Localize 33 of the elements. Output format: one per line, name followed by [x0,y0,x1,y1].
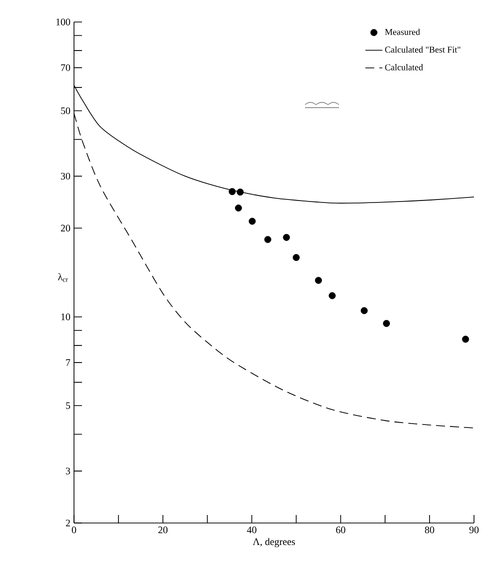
y-tick-label: 3 [66,468,70,474]
point [234,204,242,212]
x-tick-label: 40 [246,526,256,534]
x-tick-label: 90 [469,526,479,534]
x-tick-label: 20 [158,526,168,534]
y-tick-label: 70 [61,64,70,72]
y-tick-label: 100 [56,18,70,26]
y-tick-label: 30 [61,172,70,180]
legend-label: Measured [385,28,420,35]
point [236,188,244,196]
point [314,276,322,284]
x-tick-label: 80 [424,526,434,534]
legend-label: Calculated [385,64,424,70]
y-tick-label: 50 [61,107,70,114]
point [264,236,272,243]
y-tick-label: 5 [66,402,70,409]
y-axis-title: λ$_{cr}$ [58,273,68,282]
y-tick-label: 20 [60,224,70,232]
point [292,254,300,261]
point [248,218,256,225]
point [328,292,336,300]
x-tick-label: 60 [336,526,346,534]
y-tick-label: 2 [66,520,70,526]
x-axis-title: Λ, degrees [252,538,295,548]
point [382,320,390,327]
x-tick-label: 0 [72,526,76,534]
y-tick-label: 7 [66,359,70,366]
legend-label: Calculated "Best Fit" [385,46,460,53]
point [360,307,368,314]
point [462,336,470,343]
y-tick-label: 10 [61,314,70,320]
point [282,234,290,241]
point [228,188,236,196]
